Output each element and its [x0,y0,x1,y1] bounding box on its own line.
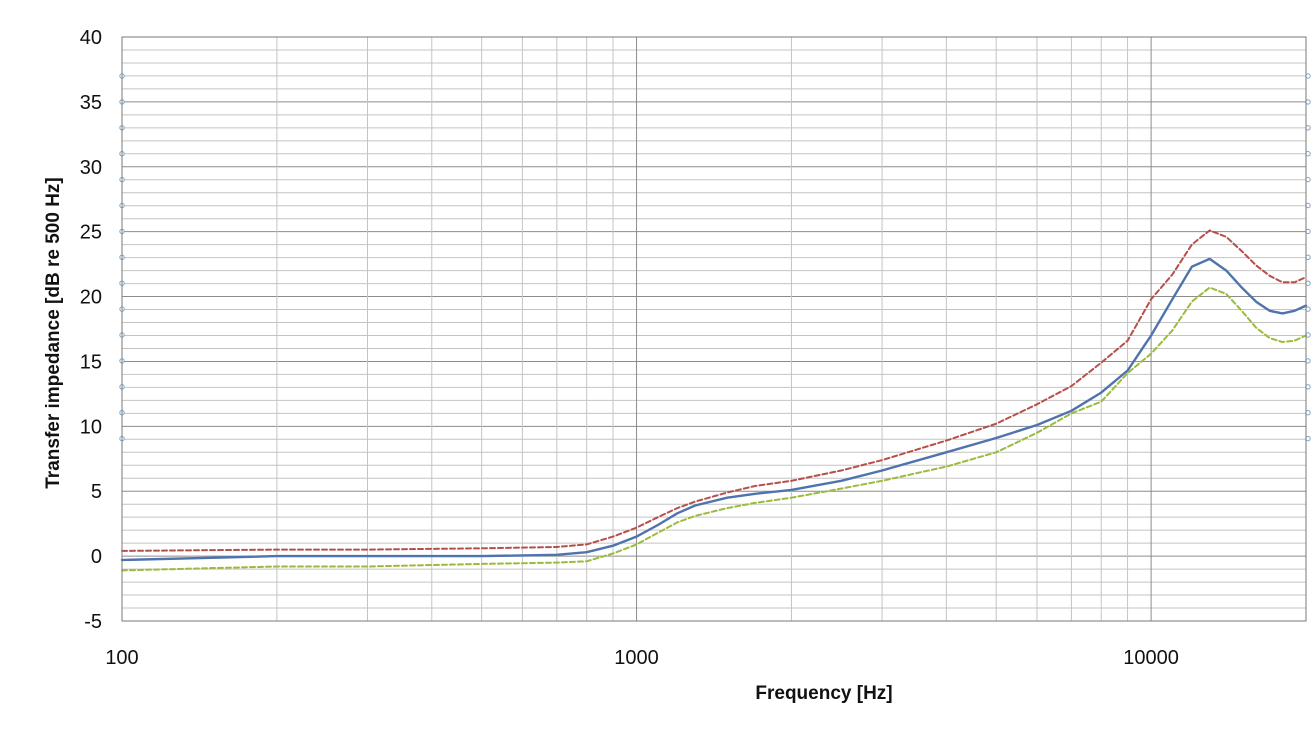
y-axis-title: Transfer impedance [dB re 500 Hz] [43,177,64,489]
y-tick-label: 40 [80,27,102,49]
grid-lines [121,36,1307,622]
y-tick-label: 15 [80,351,102,373]
y-axis-tick-labels: -5 0 5 10 15 20 25 30 35 40 [80,27,102,633]
y-tick-label: 20 [80,287,102,309]
y-tick-label: -5 [84,611,102,633]
x-axis-title: Frequency [Hz] [755,683,892,704]
x-axis-tick-labels: 100 1000 10000 [105,647,1179,669]
y-tick-label: 10 [80,416,102,438]
x-tick-label: 100 [105,647,138,669]
y-tick-label: 30 [80,157,102,179]
x-tick-label: 10000 [1123,647,1179,669]
series-line-3 [121,286,1307,572]
plot-area-border [121,36,1307,622]
y-tick-label: 35 [80,92,102,114]
y-tick-label: 25 [80,222,102,244]
y-tick-label: 0 [91,546,102,568]
series-line-1 [120,257,1308,562]
y-tick-label: 5 [91,481,102,503]
series-lines [120,229,1308,572]
x-tick-label: 1000 [614,647,659,669]
series-line-2 [121,229,1307,552]
